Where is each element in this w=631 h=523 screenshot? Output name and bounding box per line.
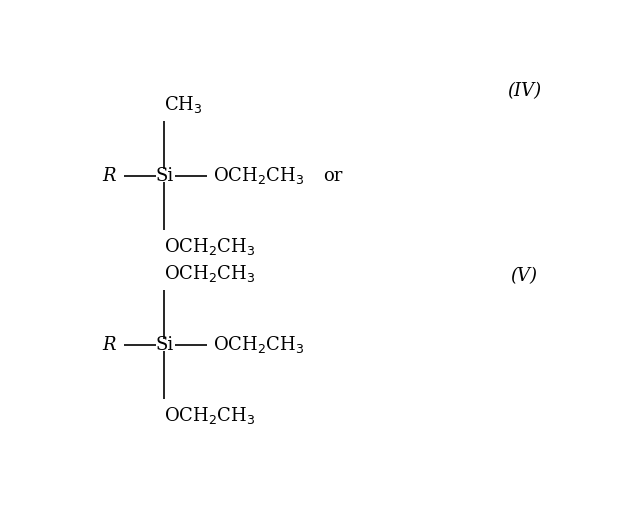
Text: or: or <box>324 166 343 185</box>
Text: Si: Si <box>155 166 174 185</box>
Text: OCH$_2$CH$_3$: OCH$_2$CH$_3$ <box>165 263 256 285</box>
Text: (IV): (IV) <box>507 82 541 100</box>
Text: R: R <box>102 336 115 354</box>
Text: R: R <box>102 166 115 185</box>
Text: OCH$_2$CH$_3$: OCH$_2$CH$_3$ <box>213 165 305 186</box>
Text: OCH$_2$CH$_3$: OCH$_2$CH$_3$ <box>213 334 305 355</box>
Text: (V): (V) <box>510 267 538 285</box>
Text: OCH$_2$CH$_3$: OCH$_2$CH$_3$ <box>165 236 256 257</box>
Text: OCH$_2$CH$_3$: OCH$_2$CH$_3$ <box>165 405 256 426</box>
Text: CH$_3$: CH$_3$ <box>165 94 203 115</box>
Text: Si: Si <box>155 336 174 354</box>
